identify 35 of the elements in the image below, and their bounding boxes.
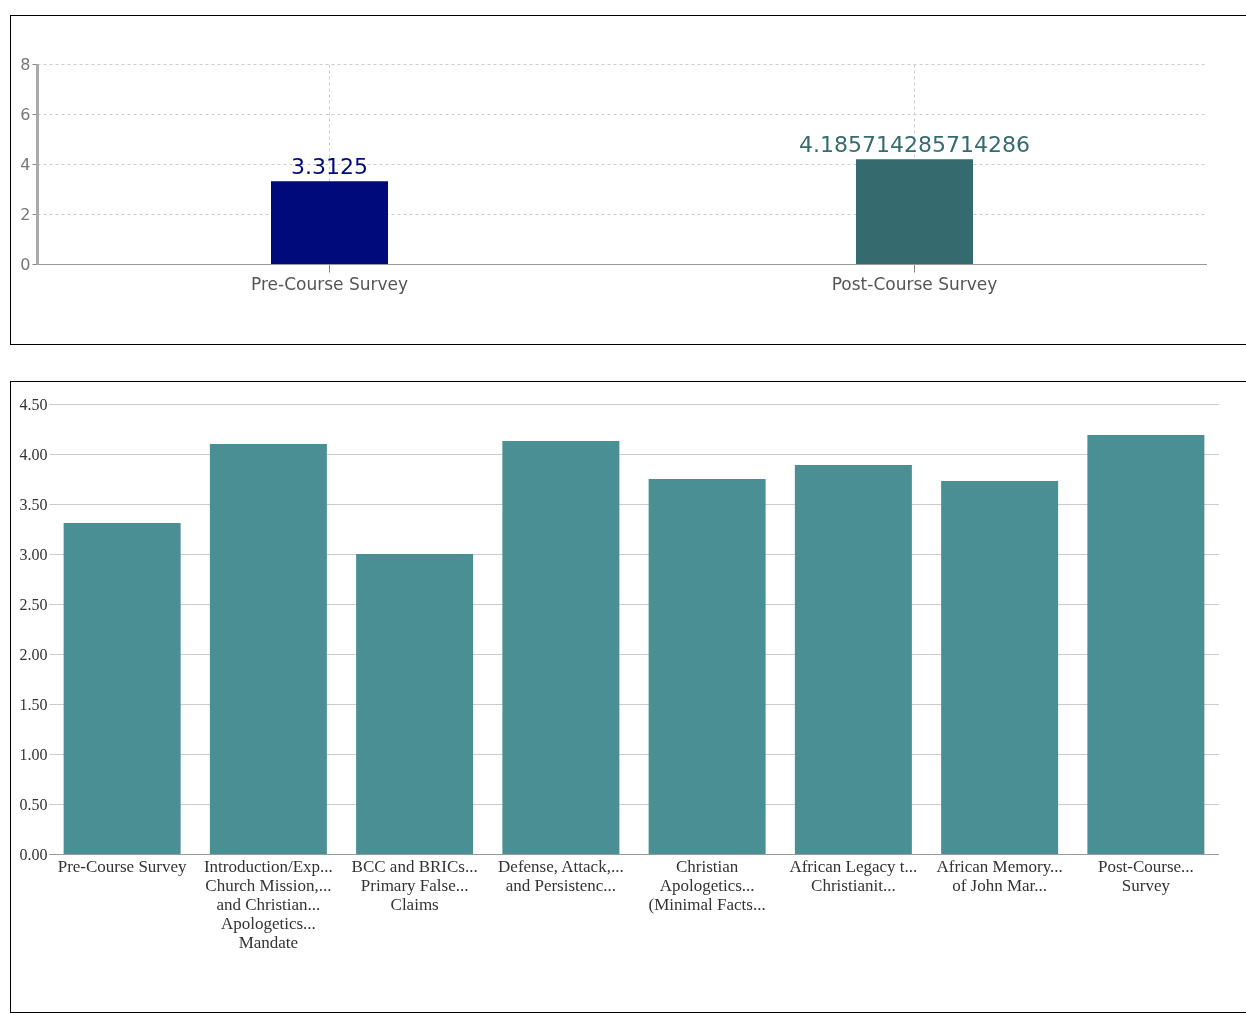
y-tick-label: 4.00: [19, 445, 48, 463]
data-label: 3.3125: [291, 154, 368, 180]
y-tick-label: 8: [20, 54, 31, 74]
y-tick-label: 3.50: [19, 495, 48, 513]
bar: [63, 523, 181, 854]
y-tick-label: 4: [20, 154, 31, 174]
bar: [209, 444, 327, 854]
y-tick-label: 0.50: [19, 795, 48, 813]
bar: [356, 554, 474, 854]
y-tick-label: 6: [20, 104, 31, 124]
x-tick-label: African Legacy t... Christianit...: [789, 856, 918, 895]
x-tick-label: Christian Apologetics... (Minimal Facts...: [648, 856, 766, 914]
bar: [794, 465, 912, 854]
data-label: 4.185714285714286: [799, 132, 1030, 158]
bar: [1087, 435, 1205, 854]
y-tick-label: 2.00: [19, 645, 48, 663]
x-tick-label: Pre-Course Survey: [250, 273, 409, 294]
x-tick-label: BCC and BRICs... Primary False... Claims: [351, 856, 478, 914]
x-tick-label: African Memory... of John Mar...: [936, 856, 1063, 895]
y-tick-label: 1.00: [19, 745, 48, 763]
x-tick-label: Defense, Attack,... and Persistenc...: [498, 856, 624, 895]
y-tick-label: 1.50: [19, 695, 48, 713]
y-tick-label: 3.00: [19, 545, 48, 563]
y-tick-label: 2: [20, 204, 31, 224]
bar: [648, 479, 766, 854]
y-tick-label: 4.50: [19, 395, 48, 413]
x-tick-label: Introduction/Exp... Church Mission,... and Christian... Apologetics... Mandate: [203, 856, 333, 952]
y-tick-label: 0.00: [19, 845, 48, 863]
bar: [502, 441, 620, 854]
y-tick-label: 2.50: [19, 595, 48, 613]
x-tick-label: Post-Course Survey: [831, 273, 998, 294]
x-tick-label: Post-Course... Survey: [1097, 856, 1194, 895]
y-tick-label: 0: [20, 254, 31, 274]
bar: [941, 481, 1059, 854]
x-tick-label: Pre-Course Survey: [57, 856, 188, 876]
